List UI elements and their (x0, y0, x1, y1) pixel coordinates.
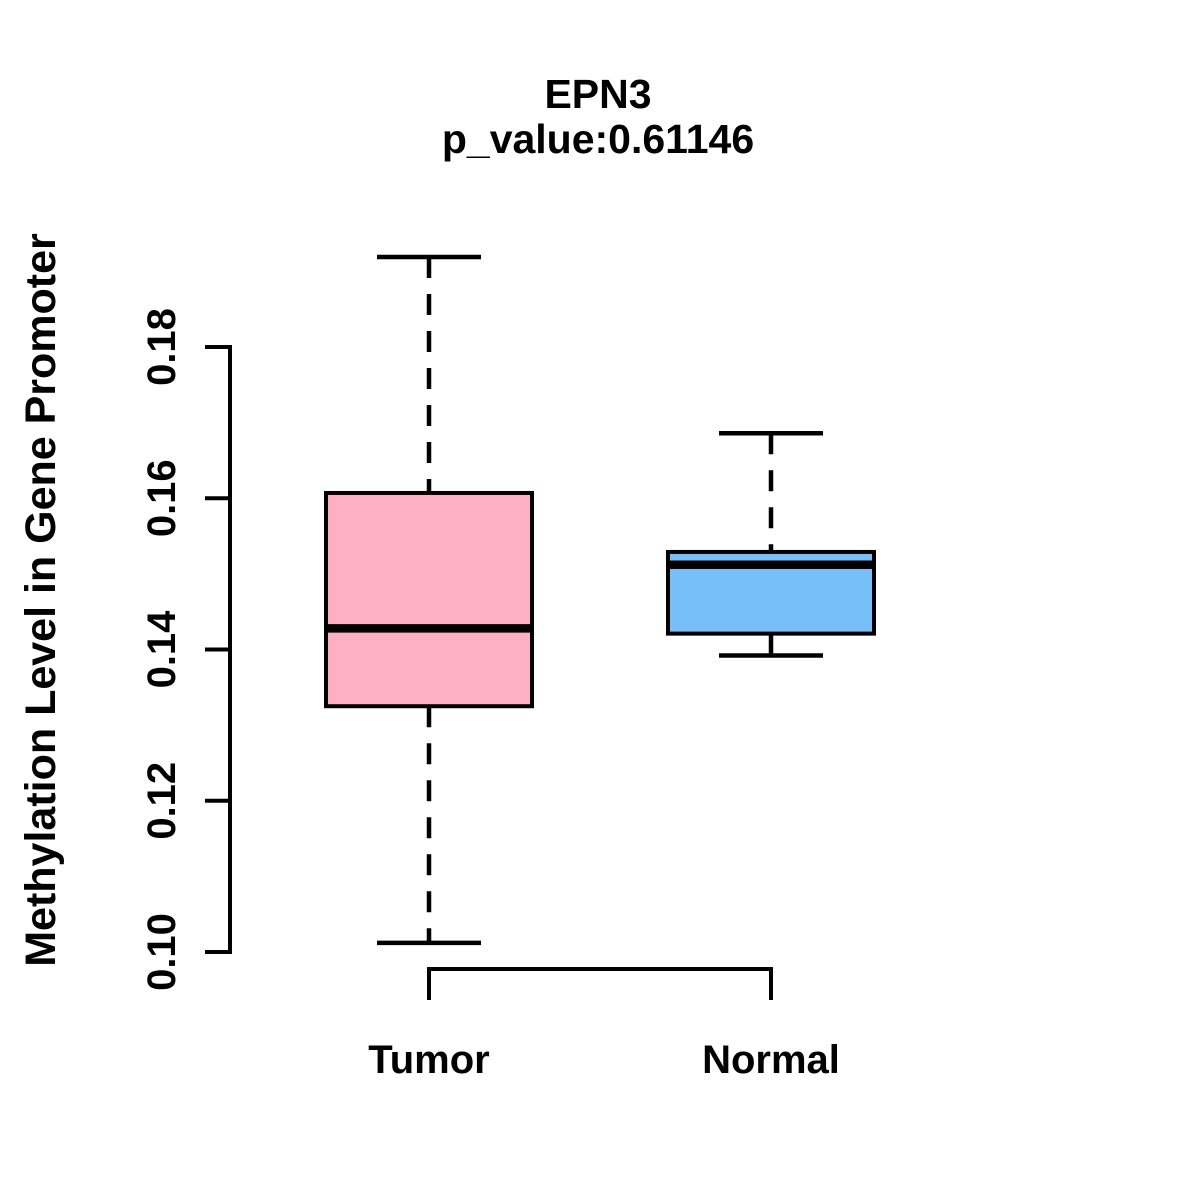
y-axis-tick-label: 0.18 (140, 308, 184, 386)
x-axis-label-normal: Normal (702, 1038, 840, 1082)
chart-title: EPN3 (544, 71, 651, 117)
y-axis: 0.10 0.12 0.14 0.16 0.18 (140, 308, 232, 991)
box-tumor (324, 490, 534, 709)
x-axis-label-tumor: Tumor (368, 1038, 489, 1082)
y-axis-tick-label: 0.16 (140, 459, 184, 537)
y-axis-tick-label: 0.12 (140, 762, 184, 840)
y-axis-title: Methylation Level in Gene Promoter (17, 233, 65, 967)
chart-subtitle: p_value:0.61146 (442, 116, 754, 162)
x-axis-line (427, 967, 773, 1000)
y-axis-tick-label: 0.10 (140, 913, 184, 991)
y-axis-tick-label: 0.14 (140, 610, 184, 689)
box-group (324, 254, 876, 946)
x-axis: Tumor Normal (368, 967, 840, 1082)
